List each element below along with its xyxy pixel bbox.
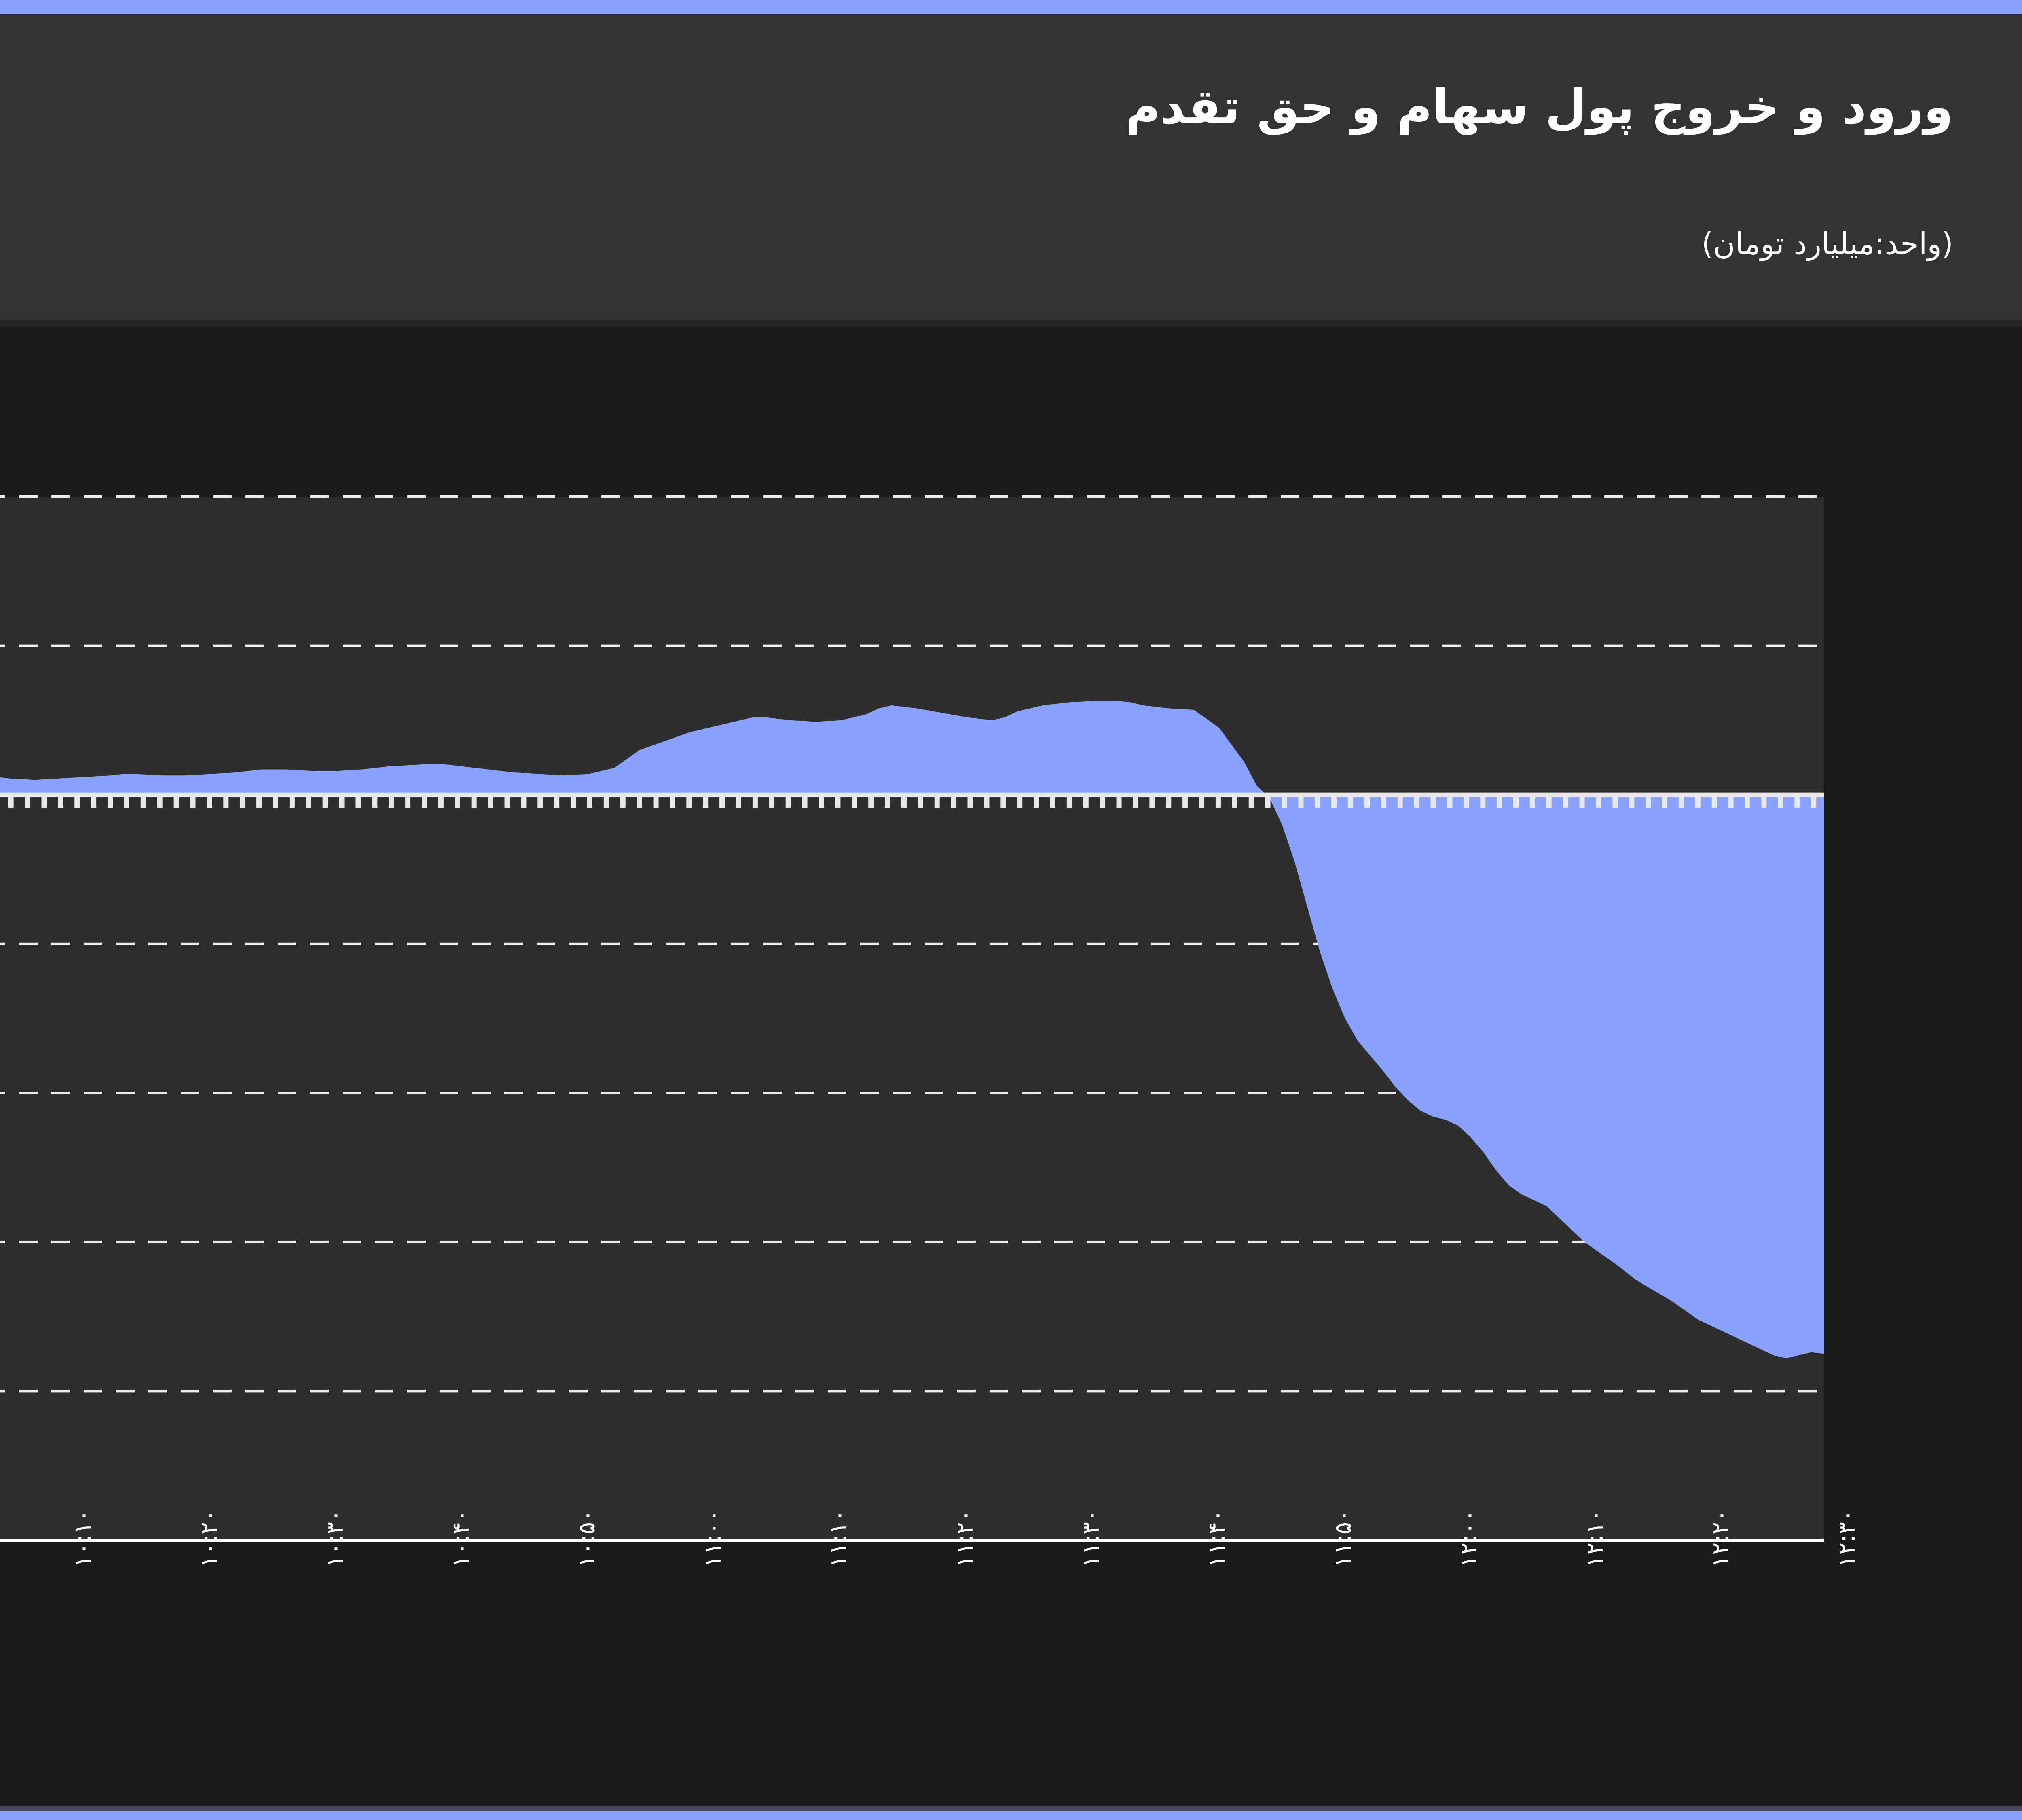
x-axis-tick-label: ۱۰:۲۰ [195, 1509, 222, 1568]
chart-region: ۲۰۰۱۰۰۰-۱۰۰-۲۰۰-۳۰۰-۴۰۰-۵۰۰ ۰۹:۰۰۰۹:۱۰۰۹… [0, 327, 2022, 1807]
page-title: ورود و خروج پول سهام و حق تقدم [1125, 79, 1953, 135]
area-chart-svg [0, 495, 1824, 1542]
x-axis-tick-label: ۱۱:۲۰ [951, 1509, 978, 1568]
x-axis-tick-label: ۱۱:۰۰ [698, 1509, 726, 1568]
series-area-fill [0, 700, 1824, 1359]
x-axis-tick-label: ۱۱:۱۰ [825, 1509, 852, 1568]
x-axis-tick-label: ۱۱:۴۰ [1203, 1509, 1231, 1568]
top-accent-bar [0, 0, 2022, 14]
bottom-accent-bar [0, 1811, 2022, 1820]
zero-baseline [0, 792, 1824, 808]
x-axis-tick-label: ۱۰:۱۰ [69, 1509, 96, 1568]
bottom-accent-shadow [0, 1806, 2022, 1811]
x-axis-tick-label: ۱۱:۵۰ [1328, 1509, 1356, 1568]
x-axis-tick-label: ۱۲:۰۰ [1455, 1509, 1483, 1568]
page-subtitle-unit: (واحد:میلیارد تومان) [1701, 226, 1953, 261]
header-bar [0, 14, 2022, 320]
header-shadow-divider [0, 320, 2022, 327]
x-axis-tick-label: ۱۰:۴۰ [446, 1509, 474, 1568]
x-axis-tick-label: ۱۲:۳۰ [1833, 1509, 1860, 1568]
x-axis-tick-label: ۱۲:۲۰ [1707, 1509, 1734, 1568]
x-axis-tick-label: ۱۰:۵۰ [573, 1509, 601, 1568]
x-axis-tick-label: ۱۲:۱۰ [1580, 1509, 1608, 1568]
axis-lines [0, 1539, 1824, 1542]
x-axis-tick-label: ۱۱:۳۰ [1077, 1509, 1104, 1568]
x-axis-tick-label: ۱۰:۳۰ [321, 1509, 349, 1568]
